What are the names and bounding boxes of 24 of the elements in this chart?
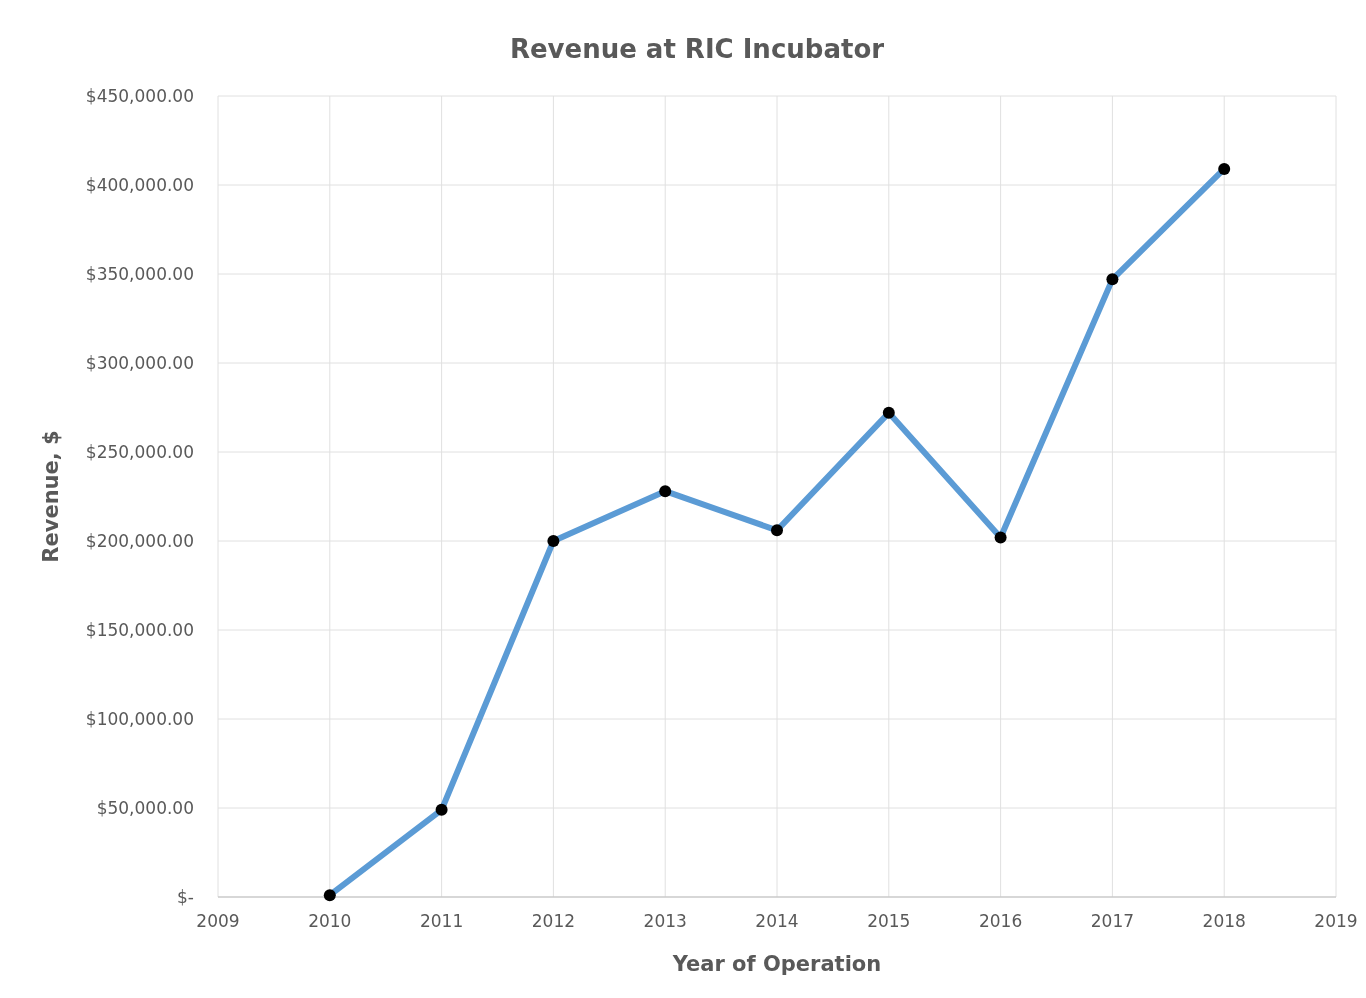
y-tick-label: $450,000.00 (85, 85, 194, 106)
y-axis-title: Revenue, $ (39, 430, 63, 563)
x-tick-label: 2009 (196, 911, 240, 931)
y-tick-label: $- (177, 886, 194, 907)
x-tick-label: 2014 (755, 911, 799, 931)
x-tick-label: 2017 (1090, 911, 1135, 931)
x-axis-title: Year of Operation (671, 952, 882, 976)
x-tick-label: 2015 (867, 911, 911, 931)
y-tick-label: $350,000.00 (85, 263, 194, 284)
y-tick-label: $50,000.00 (96, 797, 194, 818)
y-tick-label: $250,000.00 (85, 441, 194, 462)
x-tick-label: 2012 (531, 911, 576, 931)
chart-title: Revenue at RIC Incubator (509, 34, 885, 64)
y-tick-label: $200,000.00 (85, 530, 194, 551)
y-tick-label: $400,000.00 (85, 174, 194, 195)
y-tick-label: $100,000.00 (85, 708, 194, 729)
x-tick-label: 2018 (1202, 911, 1246, 931)
x-tick-label: 2013 (643, 911, 687, 931)
x-tick-label: 2019 (1314, 911, 1358, 931)
x-tick-label: 2011 (419, 911, 464, 931)
y-tick-label: $300,000.00 (85, 352, 194, 373)
x-tick-label: 2010 (308, 911, 352, 931)
x-tick-label: 2016 (978, 911, 1023, 931)
y-tick-label: $150,000.00 (85, 619, 194, 640)
